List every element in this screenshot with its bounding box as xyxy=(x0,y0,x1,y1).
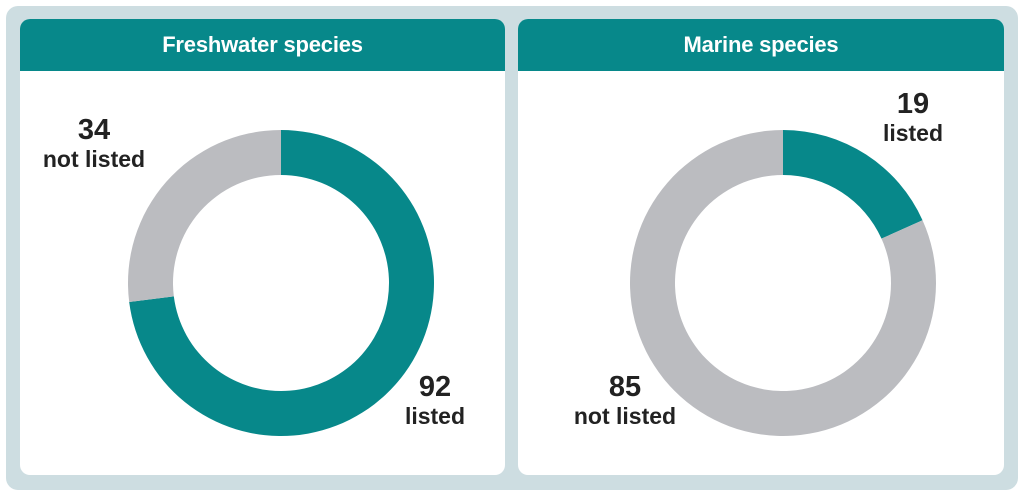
freshwater-listed-text: listed xyxy=(404,402,466,429)
freshwater-donut xyxy=(128,130,435,437)
freshwater-title: Freshwater species xyxy=(20,19,505,71)
freshwater-panel: Freshwater species 34 not listed 92 list… xyxy=(20,19,505,475)
marine-title: Marine species xyxy=(518,19,1004,71)
donut-segment-not-listed xyxy=(128,130,281,303)
marine-listed-label: 19 listed xyxy=(858,88,968,146)
freshwater-not-listed-value: 34 xyxy=(77,114,111,146)
marine-not-listed-text: not listed xyxy=(573,402,677,429)
freshwater-not-listed-label: 34 not listed xyxy=(34,114,154,172)
marine-listed-value: 19 xyxy=(896,88,930,120)
donut-segment-listed xyxy=(129,130,435,437)
freshwater-listed-label: 92 listed xyxy=(385,371,485,429)
freshwater-listed-value: 92 xyxy=(418,371,452,403)
marine-panel: Marine species 19 listed 85 not listed xyxy=(518,19,1004,475)
marine-not-listed-label: 85 not listed xyxy=(550,371,700,429)
freshwater-not-listed-text: not listed xyxy=(42,145,146,172)
marine-not-listed-value: 85 xyxy=(608,371,642,403)
marine-listed-text: listed xyxy=(882,119,944,146)
donut-segment-not-listed xyxy=(630,130,936,436)
donut-segment-listed xyxy=(783,130,923,239)
marine-donut xyxy=(630,130,936,436)
